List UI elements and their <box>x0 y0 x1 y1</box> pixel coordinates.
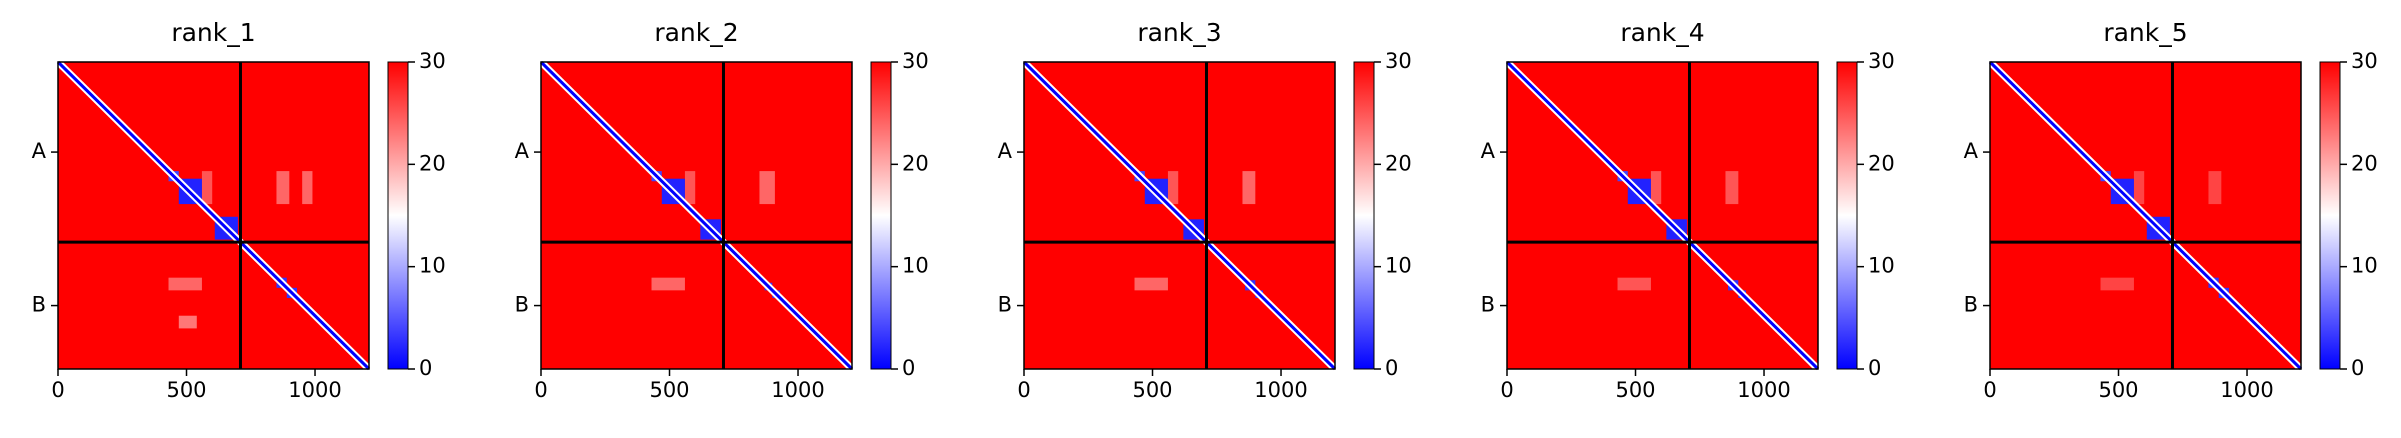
x-tick-label: 0 <box>51 378 64 402</box>
x-tick-label: 500 <box>1132 378 1172 402</box>
heatmap-cell <box>276 171 290 205</box>
heatmap-cell <box>178 315 197 329</box>
heatmap-cell <box>759 171 775 205</box>
colorbar-tick-label: 10 <box>419 254 446 278</box>
x-tick-label: 1000 <box>288 378 341 402</box>
colorbar <box>387 61 409 370</box>
diagonal <box>539 60 854 371</box>
x-tick-label: 1000 <box>1737 378 1790 402</box>
colorbar-tick-label: 20 <box>902 151 929 175</box>
colorbar-tick-label: 10 <box>2351 254 2378 278</box>
colorbar-tick-label: 30 <box>1868 49 1895 73</box>
heatmap-cell <box>1134 277 1168 291</box>
colorbar <box>2319 61 2341 370</box>
colorbar <box>1836 61 1858 370</box>
heatmap-cell <box>1617 277 1651 291</box>
colorbar-tick-label: 20 <box>1868 151 1895 175</box>
axes-frame <box>1023 61 1336 370</box>
panel-title: rank_3 <box>1137 18 1221 47</box>
colorbar-tick-label: 20 <box>419 151 446 175</box>
colorbar-tick-label: 10 <box>1385 254 1412 278</box>
heatmap-cell <box>1167 171 1179 205</box>
y-tick-label: A <box>32 139 47 163</box>
heatmap-cell <box>651 277 685 291</box>
heatmap-cell <box>2100 277 2134 291</box>
diagonal <box>56 60 371 371</box>
x-tick-label: 0 <box>534 378 547 402</box>
y-tick-label: B <box>1481 293 1495 317</box>
colorbar-tick-label: 0 <box>419 356 432 380</box>
heatmap-cell <box>302 171 313 205</box>
colorbar-tick-label: 0 <box>902 356 915 380</box>
panel-title: rank_1 <box>171 18 255 47</box>
panel-title: rank_4 <box>1620 18 1704 47</box>
x-tick-label: 1000 <box>2220 378 2273 402</box>
y-tick-label: B <box>515 293 529 317</box>
y-tick-label: B <box>32 293 46 317</box>
colorbar-tick-label: 0 <box>1385 356 1398 380</box>
axes-frame <box>540 61 853 370</box>
heatmap-cell <box>2133 171 2145 205</box>
colorbar-tick-label: 10 <box>902 254 929 278</box>
y-tick-label: B <box>1964 293 1978 317</box>
colorbar-tick-label: 30 <box>1385 49 1412 73</box>
diagonal <box>1022 60 1337 371</box>
colorbar-tick-label: 30 <box>2351 49 2378 73</box>
heatmap-cell <box>1650 171 1662 205</box>
y-tick-label: A <box>998 139 1013 163</box>
colorbar-tick-label: 0 <box>2351 356 2364 380</box>
axes-frame <box>57 61 370 370</box>
colorbar <box>1353 61 1375 370</box>
x-tick-label: 0 <box>1500 378 1513 402</box>
colorbar-tick-label: 20 <box>2351 151 2378 175</box>
heatmap-cell <box>684 171 696 205</box>
panel-title: rank_2 <box>654 18 738 47</box>
colorbar-tick-label: 0 <box>1868 356 1881 380</box>
heatmap-cell <box>201 171 213 205</box>
x-tick-label: 500 <box>2098 378 2138 402</box>
x-tick-label: 500 <box>1615 378 1655 402</box>
axes-frame <box>1506 61 1819 370</box>
x-tick-label: 1000 <box>1254 378 1307 402</box>
colorbar-tick-label: 30 <box>902 49 929 73</box>
heatmap-cell <box>2208 171 2222 205</box>
diagonal <box>1505 60 1820 371</box>
x-tick-label: 500 <box>166 378 206 402</box>
colorbar-tick-label: 30 <box>419 49 446 73</box>
y-tick-label: B <box>998 293 1012 317</box>
heatmap-cell <box>1242 171 1256 205</box>
axes-frame <box>1989 61 2302 370</box>
x-tick-label: 0 <box>1983 378 1996 402</box>
y-tick-label: A <box>1964 139 1979 163</box>
x-tick-label: 500 <box>649 378 689 402</box>
colorbar-tick-label: 20 <box>1385 151 1412 175</box>
heatmap-cell <box>168 277 202 291</box>
colorbar-tick-label: 10 <box>1868 254 1895 278</box>
x-tick-label: 0 <box>1017 378 1030 402</box>
heatmap-cell <box>1725 171 1739 205</box>
diagonal <box>1988 60 2303 371</box>
y-tick-label: A <box>1481 139 1496 163</box>
colorbar <box>870 61 892 370</box>
y-tick-label: A <box>515 139 530 163</box>
panel-title: rank_5 <box>2103 18 2187 47</box>
x-tick-label: 1000 <box>771 378 824 402</box>
